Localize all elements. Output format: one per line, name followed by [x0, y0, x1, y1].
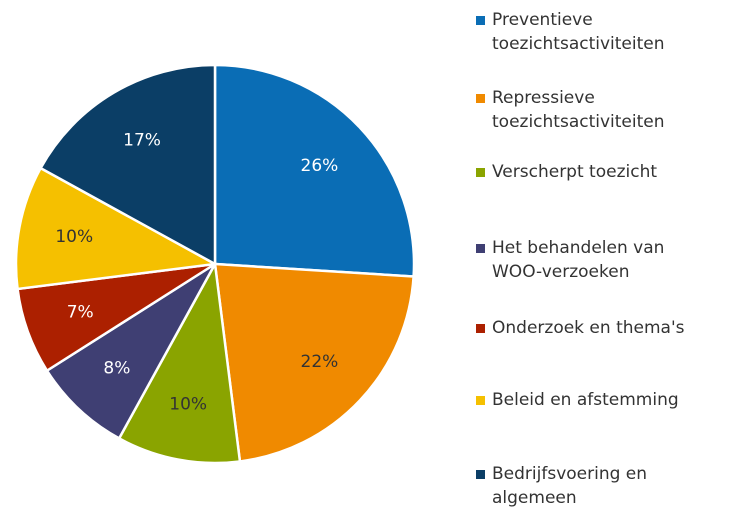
legend-label: Verscherpt toezicht — [492, 162, 658, 182]
legend-entry: Bedrijfsvoering en algemeen — [476, 462, 672, 510]
legend-entry: Het behandelen van WOO-verzoeken — [476, 236, 672, 284]
pie-slice — [213, 63, 416, 278]
data-label: 10% — [169, 395, 207, 415]
data-label: 10% — [55, 227, 93, 247]
legend-swatch — [476, 396, 485, 405]
legend-entry: Verscherpt toezicht — [476, 160, 732, 184]
legend-label: Preventieve toezichtsactiviteiten — [492, 10, 665, 54]
legend-swatch — [476, 324, 485, 333]
legend-label: Beleid en afstemming — [492, 390, 679, 410]
data-label: 8% — [103, 358, 130, 378]
data-label: 17% — [123, 131, 161, 151]
data-label: 7% — [67, 303, 94, 323]
legend-entry: Onderzoek en thema's — [476, 316, 732, 340]
legend-entry: Repressieve toezichtsactiviteiten — [476, 86, 707, 134]
pie-slice — [38, 63, 217, 267]
pie-slice — [213, 262, 415, 463]
pie-slice — [45, 262, 217, 441]
pie-slice — [14, 166, 219, 291]
legend-label: Repressieve toezichtsactiviteiten — [492, 88, 665, 132]
data-label: 26% — [301, 156, 339, 176]
pie-area: 26% 22% 10% 8% 7% 10% 17% — [14, 63, 416, 465]
legend-swatch — [476, 470, 485, 479]
data-label: 22% — [301, 352, 339, 372]
legend-swatch — [476, 16, 485, 25]
legend-swatch — [476, 168, 485, 177]
legend-swatch — [476, 244, 485, 253]
legend-label: Het behandelen van WOO-verzoeken — [492, 238, 665, 282]
legend-label: Bedrijfsvoering en algemeen — [492, 464, 648, 508]
legend-swatch — [476, 94, 485, 103]
pie-slice — [117, 260, 242, 465]
legend-entry: Preventieve toezichtsactiviteiten — [476, 8, 707, 56]
legend-entry: Beleid en afstemming — [476, 388, 732, 412]
legend-label: Onderzoek en thema's — [492, 318, 685, 338]
